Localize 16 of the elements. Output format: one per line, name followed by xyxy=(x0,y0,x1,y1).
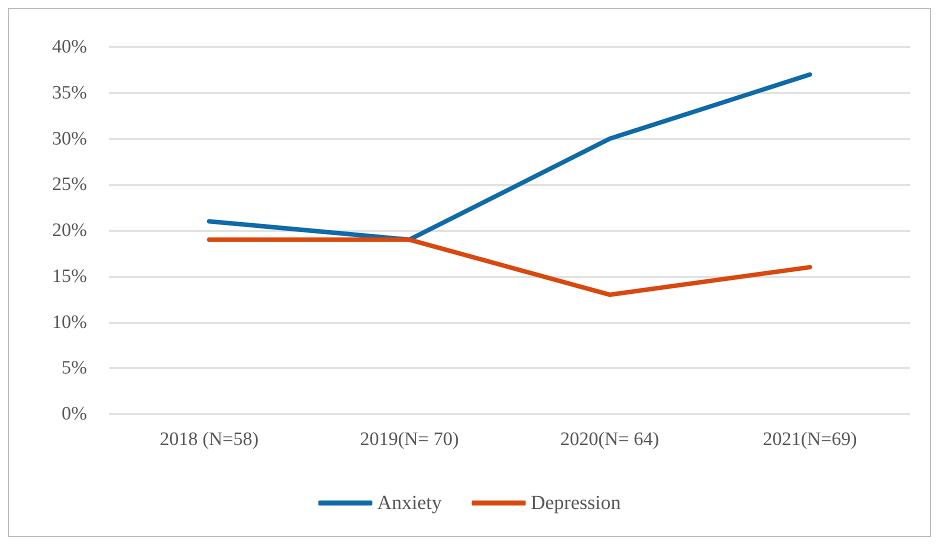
y-tick-label: 40% xyxy=(52,36,88,58)
legend-label: Anxiety xyxy=(377,492,442,514)
y-tick-label: 20% xyxy=(52,220,88,241)
legend-label: Depression xyxy=(530,492,621,514)
y-tick-label: 10% xyxy=(52,312,88,333)
y-tick-label: 15% xyxy=(52,266,88,287)
y-tick-label: 30% xyxy=(52,128,88,150)
y-tick-label: 25% xyxy=(52,174,88,196)
x-tick-label: 2021(N=69) xyxy=(762,429,857,450)
x-tick-label: 2020(N= 64) xyxy=(560,429,660,450)
y-tick-label: 5% xyxy=(62,358,88,379)
y-tick-label: 0% xyxy=(62,404,88,424)
y-tick-label: 35% xyxy=(52,82,88,104)
x-tick-label: 2018 (N=58) xyxy=(160,429,259,450)
x-tick-label: 2019(N= 70) xyxy=(360,429,459,450)
line-series xyxy=(206,72,812,242)
